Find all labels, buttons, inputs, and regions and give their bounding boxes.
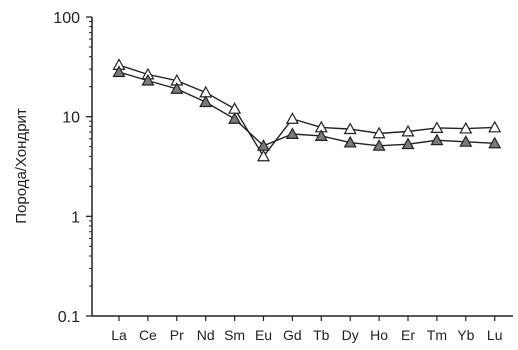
x-tick-label: Nd — [197, 327, 215, 343]
chart-axes — [91, 17, 513, 317]
series-1-point — [228, 102, 242, 114]
series-1-point — [343, 122, 357, 135]
y-tick-label: 100 — [53, 10, 80, 27]
series-2-point — [256, 139, 271, 151]
x-tick-label: Ce — [139, 327, 157, 343]
series-1-point — [488, 120, 502, 133]
x-tick-label: Er — [401, 327, 415, 343]
series-1-point — [199, 85, 213, 98]
series-2-point — [372, 139, 386, 151]
series-2-point — [488, 136, 502, 149]
series-2-point — [285, 127, 299, 140]
series-1-point — [372, 126, 386, 139]
series-1-point — [256, 149, 271, 162]
series-2-point — [141, 73, 155, 86]
series-2-point — [228, 112, 242, 124]
y-axis-label: Порода/Хондрит — [13, 108, 30, 224]
y-ticks: 100 10 1 0.1 — [53, 10, 92, 326]
x-tick-label: Ho — [370, 327, 388, 343]
x-tick-label: Tb — [313, 327, 330, 343]
x-tick-label: Dy — [342, 327, 359, 343]
series-2-point — [343, 135, 357, 148]
series-2-point — [314, 129, 328, 141]
series-2-point — [199, 95, 213, 108]
series-1-point — [285, 112, 299, 124]
series-1-point — [401, 124, 415, 137]
series-1-point — [430, 121, 444, 133]
x-tick-label: Sm — [224, 327, 245, 343]
series-2-point — [459, 135, 473, 147]
y-tick-label: 0.1 — [58, 309, 80, 326]
series-layer — [112, 58, 502, 162]
series-2-point — [112, 65, 126, 78]
x-tick-label: Tm — [427, 327, 447, 343]
x-tick-label: Eu — [255, 327, 272, 343]
series-1-point — [459, 121, 473, 134]
x-tick-label: Lu — [487, 327, 503, 343]
y-tick-label: 10 — [62, 110, 80, 127]
x-tick-label: La — [111, 327, 127, 343]
x-tick-label: Gd — [283, 327, 302, 343]
x-tick-label: Pr — [170, 327, 184, 343]
series-2-point — [430, 133, 444, 146]
series-2-point — [401, 137, 415, 150]
x-tick-label: Yb — [457, 327, 474, 343]
x-ticks: La Ce Pr Nd Sm Eu Gd Tb Dy Ho Er Tm Yb Lu — [111, 316, 502, 343]
y-tick-label: 1 — [71, 209, 80, 226]
series-2-point — [170, 82, 184, 94]
